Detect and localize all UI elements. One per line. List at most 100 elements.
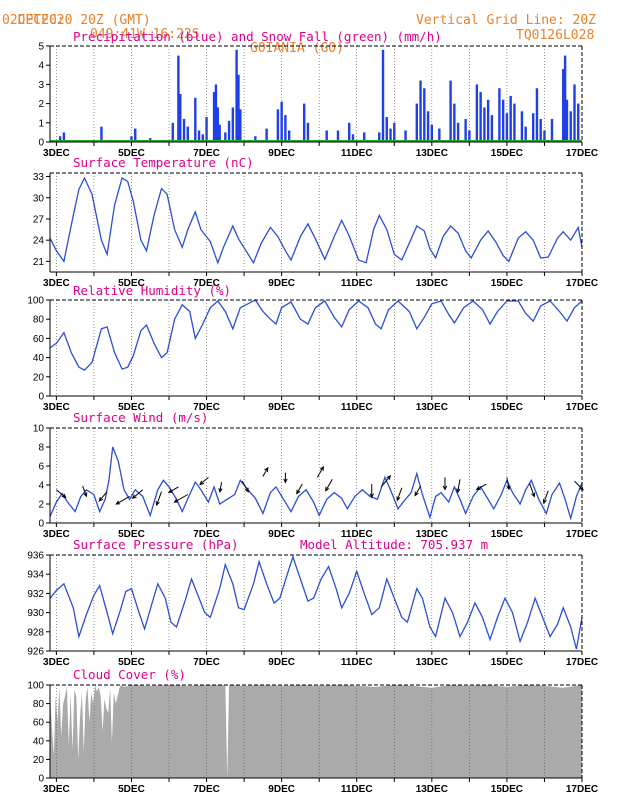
header-source: CPTEC:: [17, 13, 65, 28]
wind-arrow-shaft: [199, 477, 209, 485]
panel-subtitle-pressure: Model Altitude: 705.937 m: [300, 537, 488, 552]
precip-bar: [501, 99, 505, 142]
y-tick-label: 0: [38, 519, 44, 530]
panel-wind: Surface Wind (m/s) 0 2 4 6 8 10 3DEC 5DEC 7DEC 9DE…: [33, 410, 598, 540]
x-tick-label: 13DEC: [416, 148, 448, 159]
wind-arrow-head: [396, 496, 401, 502]
x-tick-label: 17DEC: [566, 278, 598, 289]
wind-arrow-head: [83, 492, 88, 498]
pressure-series-line: [49, 554, 583, 650]
x-tick-label: 11DEC: [341, 402, 373, 413]
x-tick-label: 15DEC: [491, 148, 523, 159]
header-coordinates: 049:41W-16:22S: [90, 27, 200, 42]
wind-arrow-shaft: [219, 482, 223, 492]
precip-bar: [464, 118, 467, 142]
y-tick-label: 100: [27, 681, 44, 692]
wind-arrow-shaft: [457, 479, 461, 493]
precip-bar: [62, 132, 66, 142]
wind-arrow-shaft: [168, 486, 179, 493]
wind-arrow-shaft: [396, 487, 403, 501]
precip-bar: [573, 84, 576, 142]
precip-bar: [423, 88, 426, 142]
panel-cloud: Cloud Cover (%) 0 20 40 60 80 100 3DEC 5DEC 7DEC 9…: [27, 667, 598, 795]
wind-arrow-head: [414, 491, 419, 497]
x-tick-label: 11DEC: [341, 529, 373, 540]
x-tick-label: 9DEC: [268, 784, 295, 795]
precip-bar: [453, 103, 456, 142]
wind-arrow-shaft: [262, 467, 269, 477]
y-tick-label: 20: [33, 755, 45, 766]
panel-title-pressure: Surface Pressure (hPa): [73, 537, 239, 552]
precip-bar: [550, 118, 554, 142]
y-tick-label: 8: [38, 443, 44, 454]
y-tick-label: 33: [33, 172, 45, 183]
wind-arrow-head: [199, 480, 205, 486]
wind-arrow-head: [542, 499, 547, 505]
y-tick-label: 6: [38, 462, 44, 473]
precip-bar: [524, 126, 527, 142]
wind-arrow-head: [264, 466, 269, 472]
wind-arrow-shaft: [325, 479, 333, 491]
wind-arrow-shaft: [156, 491, 162, 506]
precip-bar: [325, 130, 328, 142]
x-tick-label: 9DEC: [268, 148, 295, 159]
x-tick-label: 9DEC: [268, 278, 295, 289]
x-tick-label: 7DEC: [193, 402, 220, 413]
precip-bar: [393, 122, 396, 142]
x-tick-label: 9DEC: [268, 402, 295, 413]
wind-arrow-head: [131, 494, 137, 499]
precip-bar: [363, 132, 366, 142]
panel-title-rh: Relative Humidity (%): [73, 283, 231, 298]
wind-arrow-shaft: [506, 477, 510, 490]
y-tick-label: 30: [33, 193, 45, 204]
x-tick-label: 15DEC: [491, 784, 523, 795]
precip-bar: [237, 74, 240, 142]
panel-temp: Surface Temperature (nC) 21 24 27 30 33 3DEC 5D…: [33, 155, 598, 289]
x-tick-label: 7DEC: [193, 784, 220, 795]
precip-bar: [227, 120, 231, 142]
x-tick-label: 17DEC: [566, 784, 598, 795]
precip-bar: [456, 122, 460, 142]
wind-arrow-shaft: [476, 483, 487, 490]
precip-bar: [449, 80, 452, 142]
wind-arrow-shaft: [543, 490, 549, 504]
wind-arrow-head: [369, 493, 374, 499]
wind-arrow-head: [244, 487, 249, 493]
precip-bar: [479, 92, 482, 142]
y-tick-label: 80: [33, 315, 45, 326]
precip-bar: [351, 134, 355, 142]
panel-title-cloud: Cloud Cover (%): [73, 667, 186, 682]
wind-arrow-head: [167, 488, 173, 493]
precip-bar: [218, 124, 221, 142]
wind-arrow-head: [296, 489, 301, 495]
precip-bar: [381, 49, 385, 143]
header-location: GOIANIA (GO): [250, 41, 344, 56]
x-tick-label: 5DEC: [118, 657, 145, 668]
y-tick-label: 0: [38, 392, 44, 403]
precip-bar: [265, 128, 268, 142]
y-tick-label: 10: [33, 424, 45, 435]
x-tick-label: 11DEC: [341, 148, 373, 159]
precip-bar: [415, 103, 419, 142]
precip-bar: [569, 111, 572, 142]
precip-bar: [194, 97, 197, 142]
wind-series-line: [49, 446, 583, 521]
precip-bar: [284, 115, 287, 142]
precip-bar: [348, 122, 351, 142]
y-tick-label: 60: [33, 718, 45, 729]
y-tick-label: 930: [27, 608, 44, 619]
precip-bar: [214, 84, 218, 142]
precip-bar: [177, 55, 180, 142]
precip-bar: [513, 103, 516, 142]
precip-bar: [498, 88, 501, 142]
x-tick-label: 13DEC: [416, 657, 448, 668]
wind-arrow-head: [579, 485, 584, 491]
x-tick-label: 3DEC: [43, 784, 70, 795]
y-tick-label: 27: [33, 214, 45, 225]
wind-arrow-head: [61, 493, 67, 499]
x-tick-label: 13DEC: [416, 402, 448, 413]
x-tick-label: 7DEC: [193, 148, 220, 159]
x-tick-label: 7DEC: [193, 278, 220, 289]
precip-bar: [486, 99, 490, 142]
wind-arrow-shaft: [132, 489, 144, 499]
